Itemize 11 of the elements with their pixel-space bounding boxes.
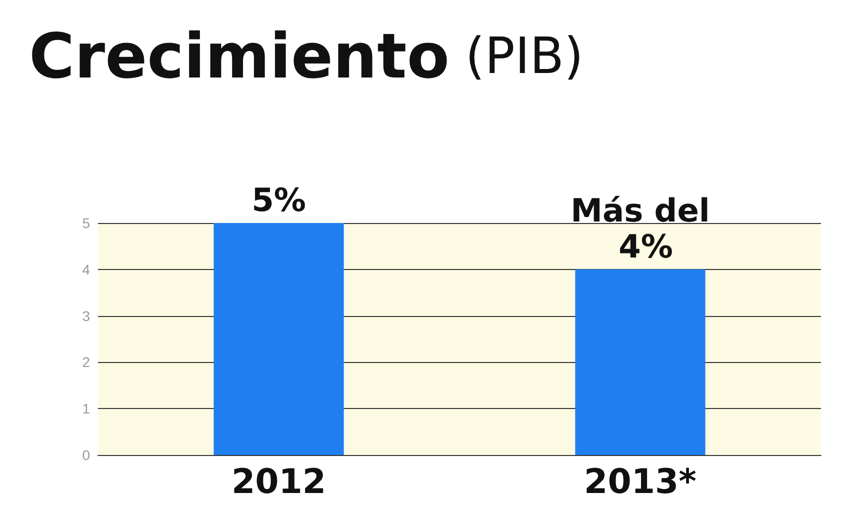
y-tick-label: 1 [82, 400, 90, 417]
data-label: 5% [252, 181, 306, 219]
y-tick-label: 2 [82, 354, 90, 370]
x-tick-label: 2012 [231, 462, 326, 502]
chart-title: Crecimiento (PIB) [29, 20, 584, 92]
y-tick-label: 5 [82, 215, 90, 231]
y-tick-label: 3 [82, 308, 90, 324]
y-tick-label: 4 [82, 261, 90, 278]
x-tick-label: 2013* [584, 462, 697, 502]
data-label: Más del 4% [570, 191, 710, 266]
y-tick-label: 0 [82, 447, 90, 463]
